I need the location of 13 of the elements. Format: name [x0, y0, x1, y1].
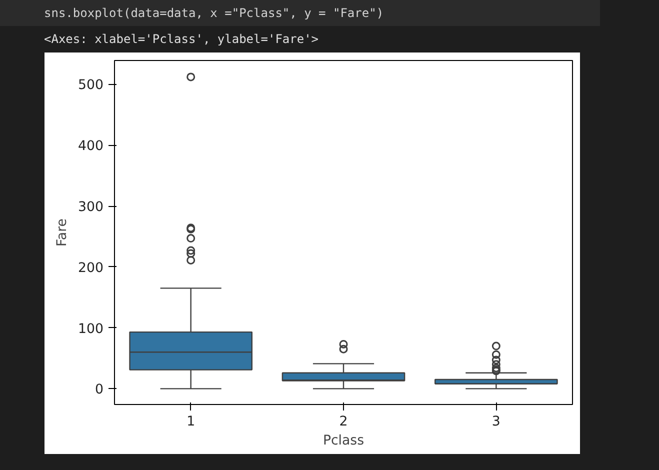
y-tick-label: 200 [78, 260, 104, 276]
y-tick-label: 400 [78, 139, 104, 154]
y-tick-label: 100 [78, 322, 104, 337]
x-tick-label: 1 [186, 414, 196, 430]
x-tick-label: 3 [492, 414, 500, 430]
text: <Axes: xlabel='Pclass', ylabel='Fare'> [44, 31, 319, 48]
y-axis-title: Fare [55, 218, 70, 246]
x-axis-title: Pclass [322, 434, 364, 448]
y-tick-label: 500 [78, 78, 104, 94]
y-tick-label: 300 [78, 200, 104, 216]
y-tick-label: 0 [95, 382, 104, 398]
x-tick-label: 2 [339, 414, 348, 430]
text: sns.boxplot(data=data, x ="Pclass", y = "Fare") [44, 5, 384, 22]
